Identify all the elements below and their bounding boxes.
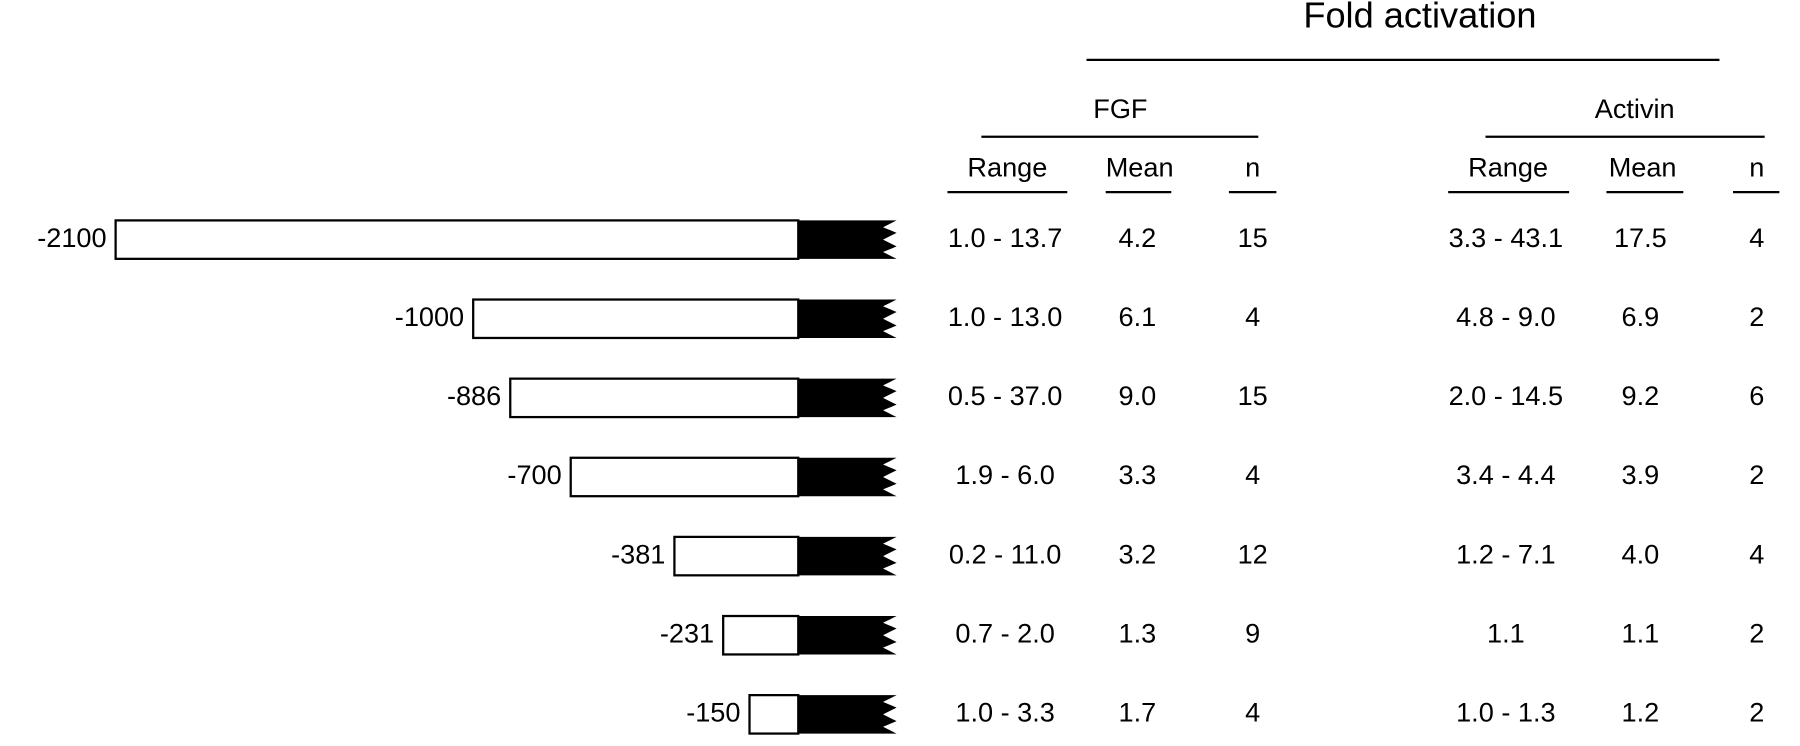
table-cell: 9.2	[1622, 380, 1660, 411]
reporter-gene	[798, 220, 897, 259]
table-cell: 12	[1238, 538, 1268, 569]
table-cell: 15	[1238, 222, 1268, 253]
table-cell: 1.9 - 6.0	[955, 459, 1054, 490]
table-cell: 1.2	[1622, 697, 1660, 728]
construct-label: -231	[660, 617, 714, 648]
table-cell: 1.1	[1622, 617, 1660, 648]
column-header: Mean	[1609, 152, 1677, 183]
table-cell: 3.3	[1119, 459, 1157, 490]
construct-label: -2100	[37, 222, 106, 253]
promoter-box	[114, 219, 800, 260]
column-header: Range	[967, 152, 1047, 183]
table-cell: 1.7	[1119, 697, 1157, 728]
reporter-gene	[798, 378, 897, 418]
promoter-box	[509, 377, 800, 419]
table-cell: 1.3	[1119, 617, 1157, 648]
table-cell: 4.0	[1622, 538, 1660, 569]
reporter-gene	[798, 299, 897, 338]
construct-label: -381	[611, 538, 665, 569]
column-header: n	[1749, 152, 1764, 183]
table-cell: 1.0 - 1.3	[1456, 697, 1555, 728]
column-header: Range	[1468, 152, 1548, 183]
table-cell: 9.0	[1119, 380, 1157, 411]
table-cell: 1.0 - 13.0	[948, 301, 1063, 332]
promoter-box	[472, 298, 800, 340]
construct-label: -1000	[395, 301, 464, 332]
table-cell: 1.1	[1487, 617, 1525, 648]
table-cell: 6.1	[1119, 301, 1157, 332]
group-label: FGF	[1093, 93, 1147, 124]
construct-label: -150	[686, 697, 740, 728]
table-cell: 2	[1749, 617, 1764, 648]
table-cell: 1.2 - 7.1	[1456, 538, 1555, 569]
table-cell: 2.0 - 14.5	[1449, 380, 1564, 411]
promoter-box	[748, 694, 800, 735]
title: Fold activation	[1303, 0, 1536, 36]
table-cell: 15	[1238, 380, 1268, 411]
table-cell: 1.0 - 3.3	[955, 697, 1054, 728]
table-cell: 1.0 - 13.7	[948, 222, 1063, 253]
table-cell: 0.5 - 37.0	[948, 380, 1063, 411]
table-cell: 9	[1245, 617, 1260, 648]
group-label: Activin	[1595, 93, 1675, 124]
reporter-gene	[798, 695, 897, 734]
table-cell: 3.4 - 4.4	[1456, 459, 1555, 490]
table-cell: 6	[1749, 380, 1764, 411]
table-cell: 2	[1749, 697, 1764, 728]
promoter-box	[722, 614, 800, 656]
table-cell: 2	[1749, 301, 1764, 332]
reporter-gene	[798, 457, 897, 497]
promoter-box	[569, 456, 800, 498]
table-cell: 2	[1749, 459, 1764, 490]
reporter-gene	[798, 536, 897, 576]
table-cell: 4	[1245, 697, 1260, 728]
table-cell: 4	[1245, 459, 1260, 490]
table-cell: 4	[1749, 222, 1764, 253]
promoter-box	[673, 535, 800, 577]
table-cell: 6.9	[1622, 301, 1660, 332]
table-cell: 3.2	[1119, 538, 1157, 569]
table-cell: 0.7 - 2.0	[955, 617, 1054, 648]
table-cell: 4.8 - 9.0	[1456, 301, 1555, 332]
table-cell: 0.2 - 11.0	[949, 538, 1062, 569]
table-cell: 4.2	[1119, 222, 1157, 253]
construct-label: -700	[507, 459, 561, 490]
column-header: Mean	[1106, 152, 1174, 183]
table-cell: 3.3 - 43.1	[1449, 222, 1564, 253]
reporter-gene	[798, 616, 897, 655]
construct-label: -886	[447, 380, 501, 411]
table-cell: 4	[1245, 301, 1260, 332]
table-cell: 3.9	[1622, 459, 1660, 490]
table-cell: 4	[1749, 538, 1764, 569]
table-cell: 17.5	[1614, 222, 1667, 253]
column-header: n	[1245, 152, 1260, 183]
